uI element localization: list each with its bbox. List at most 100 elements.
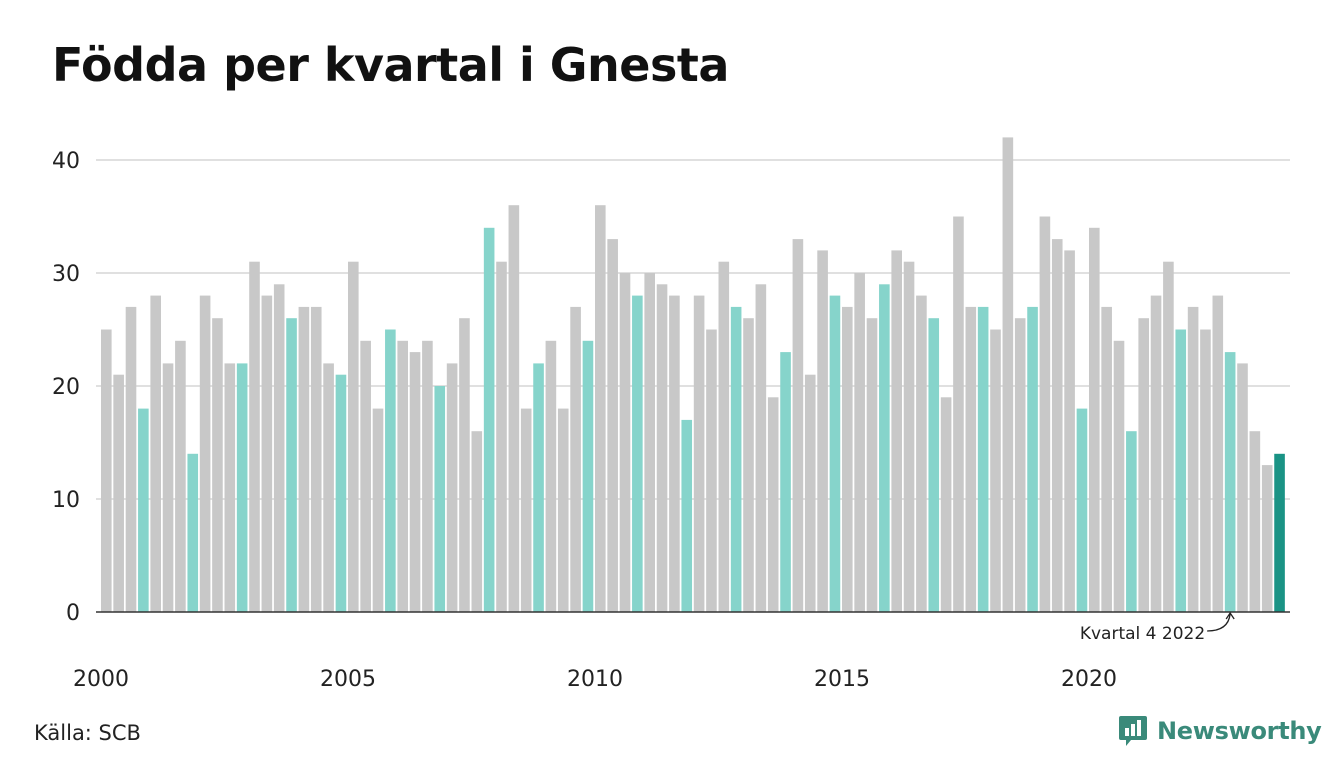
bar: [483, 227, 495, 613]
bar: [706, 329, 717, 612]
bar: [767, 397, 779, 612]
bar: [434, 386, 446, 612]
y-tick-label: 0: [66, 601, 80, 626]
bar: [681, 419, 693, 612]
bar: [1200, 329, 1211, 612]
bar: [730, 306, 742, 612]
bar: [891, 250, 902, 612]
bar: [854, 273, 865, 612]
chart-title: Födda per kvartal i Gnesta: [52, 38, 729, 92]
bar: [940, 397, 952, 612]
bar: [1237, 363, 1248, 612]
bar: [879, 284, 890, 612]
bar: [545, 340, 557, 612]
bar: [446, 363, 458, 612]
bar: [928, 318, 940, 612]
source-label: Källa: SCB: [34, 721, 141, 745]
bar: [298, 306, 310, 612]
bar: [1064, 250, 1075, 612]
bar: [1187, 306, 1199, 612]
brand-logo: Newsworthy: [1118, 714, 1322, 748]
annotation-arrow: [1207, 611, 1235, 632]
bar: [212, 318, 223, 612]
bar: [965, 306, 977, 612]
newsworthy-logo-icon: [1119, 716, 1147, 746]
bar: [409, 352, 421, 612]
bar: [335, 374, 347, 612]
bar: [953, 216, 964, 612]
y-tick-label: 30: [52, 262, 80, 287]
bar: [632, 295, 643, 612]
bar: [557, 408, 569, 612]
bar: [187, 453, 199, 612]
bar: [718, 261, 730, 612]
bar: [804, 374, 816, 612]
bar: [533, 363, 544, 612]
bar: [1175, 329, 1187, 612]
bar: [323, 363, 334, 612]
bar: [1089, 227, 1100, 613]
brand-name: Newsworthy: [1157, 717, 1322, 745]
bar: [113, 374, 124, 612]
bar: [224, 363, 236, 612]
y-tick-label: 40: [52, 149, 80, 174]
bar: [150, 295, 161, 612]
bar: [916, 295, 927, 612]
bar: [595, 205, 606, 612]
annotation: Kvartal 4 2022: [1080, 611, 1235, 644]
bar: [471, 431, 483, 612]
x-tick-label: 2000: [73, 667, 129, 692]
bar: [669, 295, 680, 612]
bar: [199, 295, 211, 612]
bar: [1002, 137, 1014, 612]
bar: [508, 205, 520, 612]
bar: [755, 284, 767, 612]
bar: [385, 329, 396, 612]
bar: [743, 318, 754, 612]
x-tick-label: 2015: [814, 667, 870, 692]
bar: [1027, 306, 1038, 612]
bar-latest: [1274, 453, 1285, 612]
x-tick-label: 2005: [320, 667, 376, 692]
bar: [1039, 216, 1051, 612]
bar: [261, 295, 273, 612]
bar: [866, 318, 878, 612]
bar: [397, 340, 408, 612]
bar: [1113, 340, 1125, 612]
bar: [990, 329, 1001, 612]
x-tick-label: 2020: [1061, 667, 1117, 692]
bar: [1224, 352, 1236, 612]
y-tick-label: 10: [52, 488, 80, 513]
bar: [138, 408, 149, 612]
y-tick-label: 20: [52, 375, 80, 400]
bar: [520, 408, 532, 612]
annotation-label: Kvartal 4 2022: [1080, 624, 1205, 644]
bar: [101, 329, 112, 612]
bar: [1014, 318, 1026, 612]
y-axis-labels: 0 10 20 30 40: [52, 149, 80, 626]
bar: [459, 318, 470, 612]
bar: [422, 340, 433, 612]
bar: [644, 273, 655, 612]
bar: [175, 340, 186, 612]
bar: [360, 340, 371, 612]
bar: [693, 295, 705, 612]
bar: [570, 306, 581, 612]
bar: [607, 239, 618, 612]
bar: [582, 340, 594, 612]
bar: [1101, 306, 1112, 612]
bar: [236, 363, 248, 612]
bar: [780, 352, 791, 612]
x-tick-label: 2010: [567, 667, 623, 692]
bars: [101, 137, 1285, 613]
bar: [656, 284, 668, 612]
bar: [249, 261, 260, 612]
bar: [1138, 318, 1149, 612]
bar: [817, 250, 828, 612]
bar: [977, 306, 989, 612]
bar: [1126, 431, 1137, 612]
bar: [348, 261, 359, 612]
bar: [273, 284, 285, 612]
bar: [310, 306, 322, 612]
